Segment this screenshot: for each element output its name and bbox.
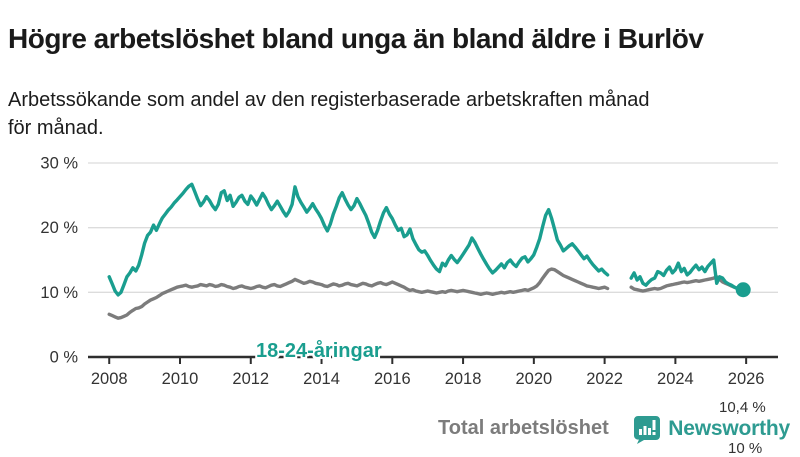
svg-text:2008: 2008	[91, 370, 128, 388]
svg-text:2012: 2012	[232, 370, 269, 388]
series-label-young: 18-24-åringar	[256, 340, 382, 362]
series-label-total: Total arbetslöshet	[438, 417, 609, 439]
svg-text:0 %: 0 %	[50, 349, 79, 367]
svg-text:2022: 2022	[586, 370, 623, 388]
chart-series-lines	[107, 182, 751, 320]
svg-text:2010: 2010	[162, 370, 199, 388]
page-title: Högre arbetslöshet bland unga än bland ä…	[8, 22, 704, 54]
newsworthy-logo-text: Newsworthy	[668, 417, 790, 440]
svg-text:2026: 2026	[728, 370, 765, 388]
newsworthy-logo[interactable]: Newsworthy	[633, 414, 790, 444]
chart-svg: 0 % 10 % 20 % 30 % 2008 2010 2012 2014 2016 2018 2…	[40, 155, 778, 388]
svg-text:2018: 2018	[445, 370, 482, 388]
svg-text:30 %: 30 %	[40, 155, 78, 173]
svg-text:10 %: 10 %	[40, 284, 78, 302]
chart-subtitle: Arbetssökande som andel av den registerb…	[8, 89, 650, 139]
newsworthy-logo-icon	[633, 415, 661, 444]
svg-text:20 %: 20 %	[40, 219, 78, 237]
svg-text:2016: 2016	[374, 370, 411, 388]
line-chart: 0 % 10 % 20 % 30 % 2008 2010 2012 2014 2016 2018 2…	[0, 140, 800, 457]
end-value-label-young: 10,4 %	[719, 399, 766, 416]
chart-axes: 0 % 10 % 20 % 30 % 2008 2010 2012 2014 2016 2018 2…	[40, 155, 778, 388]
svg-text:2020: 2020	[515, 370, 552, 388]
svg-text:2024: 2024	[657, 370, 694, 388]
svg-text:2014: 2014	[303, 370, 340, 388]
